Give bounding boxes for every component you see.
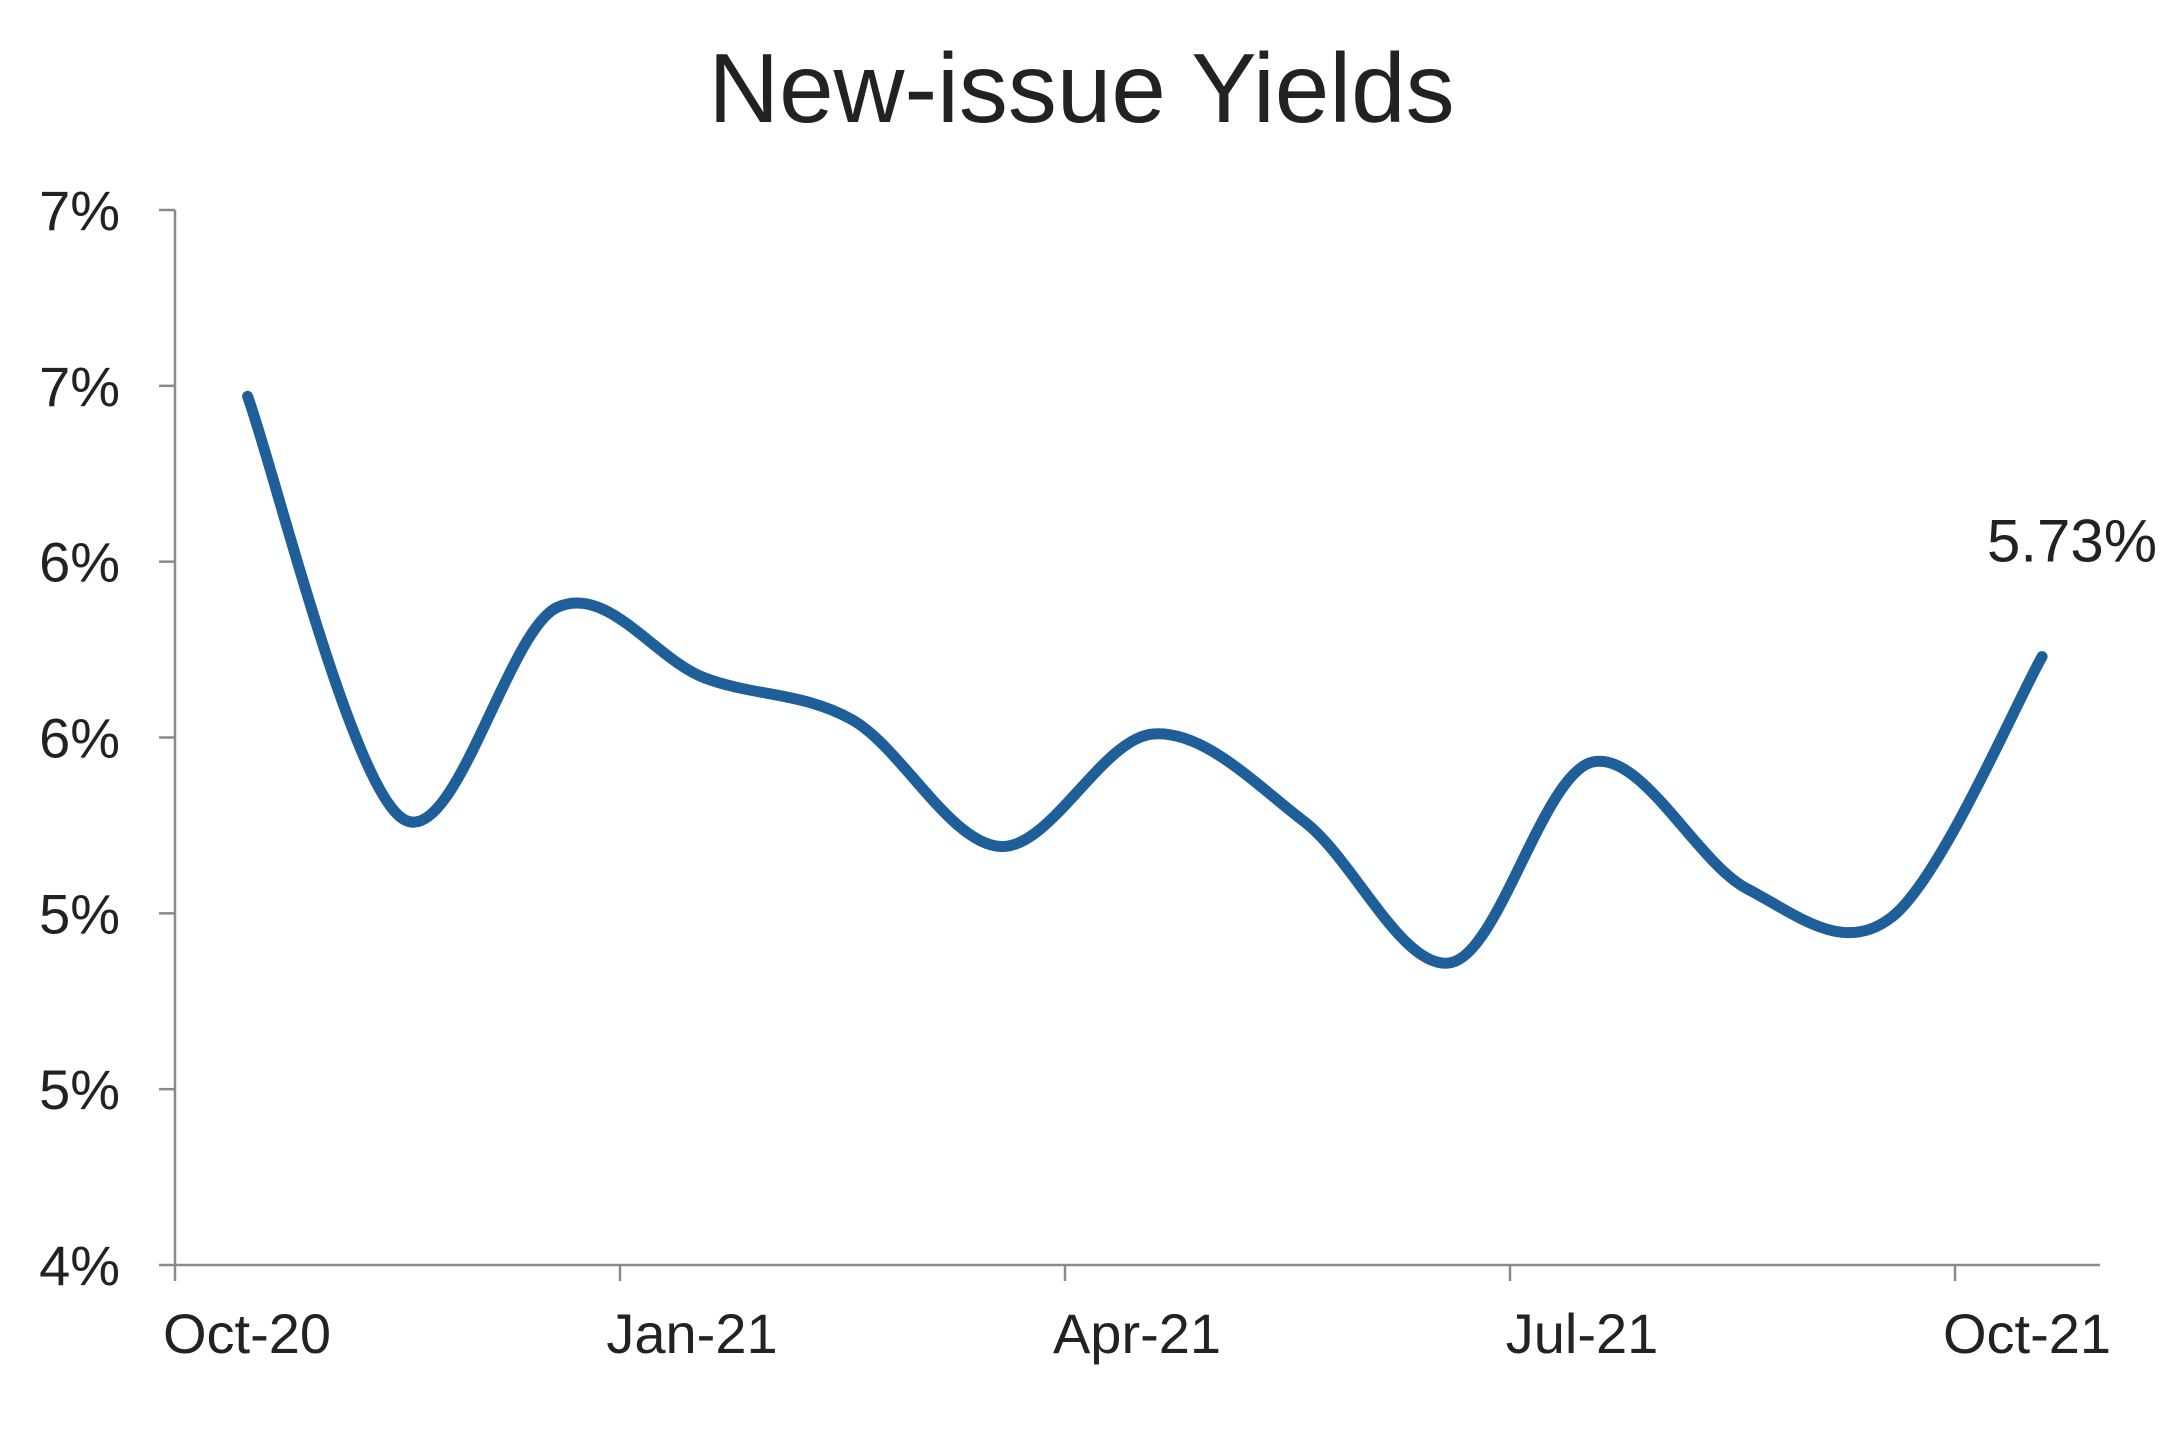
- y-tick-label: 7%: [39, 355, 120, 418]
- series-layer: [242, 390, 2048, 969]
- ticks: [159, 208, 1957, 1281]
- y-tick-label: 5%: [39, 1058, 120, 1121]
- end-value-label: 5.73%: [1987, 508, 2157, 575]
- series-line: [242, 390, 2048, 969]
- x-tick-label: Oct-21: [1943, 1302, 2111, 1365]
- x-tick-label: Jul-21: [1506, 1302, 1659, 1365]
- labels-layer: 4% 5% 5% 6% 6% 7% 7% Oct-20 Jan-21 Apr-21 Jul-21 Oc…: [39, 179, 2157, 1365]
- chart-title: New-issue Yields: [708, 33, 1455, 143]
- y-tick-label: 4%: [39, 1234, 120, 1297]
- y-tick-label: 6%: [39, 707, 120, 770]
- x-tick-label: Apr-21: [1053, 1302, 1221, 1365]
- x-tick-label: Oct-20: [163, 1302, 331, 1365]
- y-tick-label: 5%: [39, 882, 120, 945]
- y-tick-label: 6%: [39, 531, 120, 594]
- y-tick-label: 7%: [39, 179, 120, 242]
- x-tick-label: Jan-21: [606, 1302, 777, 1365]
